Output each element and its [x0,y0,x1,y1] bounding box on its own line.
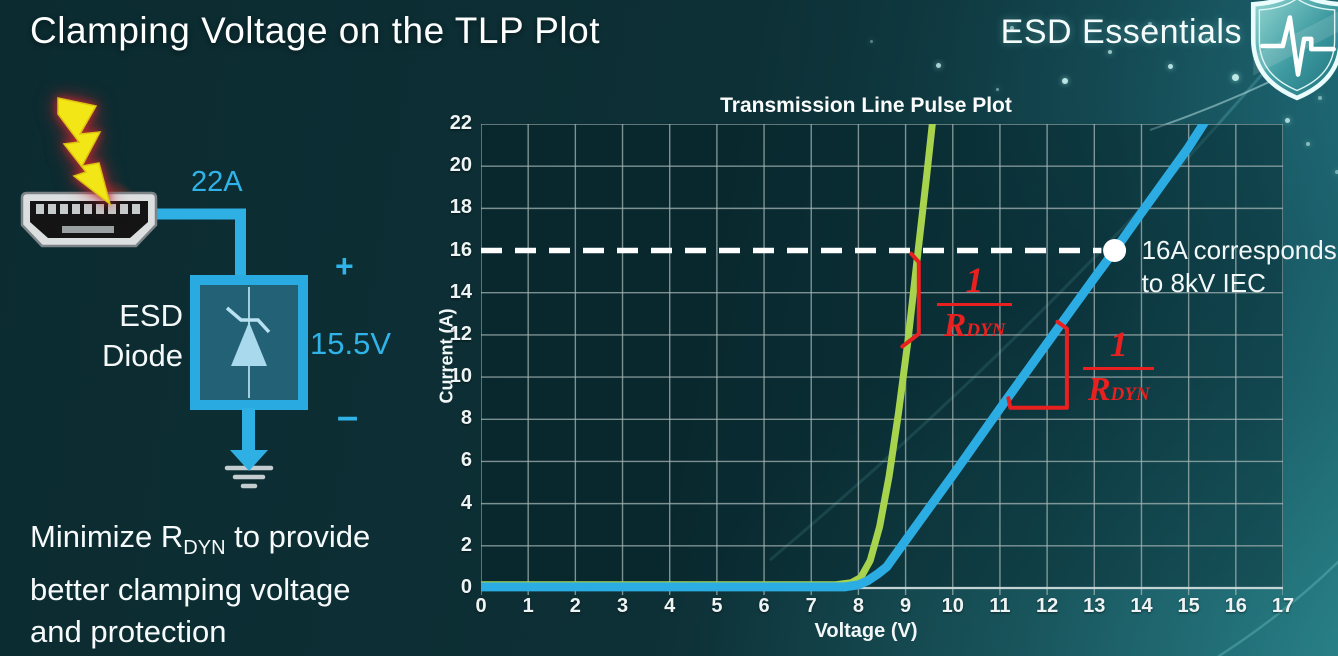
x-tick-label: 3 [616,595,629,617]
y-tick-label: 6 [460,449,472,472]
hdmi-connector-icon [20,191,158,248]
y-tick-label: 16 [449,238,472,261]
particle-dot [996,88,999,91]
note-rdyn-subscript: DYN [183,537,226,560]
marker-annotation-line2: to 8kV IEC [1141,267,1266,298]
surge-wire [150,208,246,278]
particle-dot [1232,74,1239,81]
x-tick-label: 14 [1130,595,1153,617]
chart-title: Transmission Line Pulse Plot [720,94,1012,117]
lightning-icon [57,97,112,206]
y-tick-label: 12 [449,322,472,345]
particle-dot [1108,50,1112,54]
particle-dot [1285,118,1290,123]
particle-dot [936,63,941,68]
marker-dot [1103,239,1127,263]
note-line3: and protection [30,614,227,650]
x-tick-label: 13 [1083,595,1106,617]
esd-shield-logo-icon [1250,0,1338,101]
x-tick-label: 2 [569,595,581,617]
y-tick-label: 18 [449,196,472,219]
slope-bracket [900,251,921,349]
particle-dot [1062,78,1068,84]
x-tick-label: 0 [475,595,487,617]
x-tick-label: 12 [1035,595,1059,617]
note-line1: Minimize R [30,519,184,554]
y-tick-label: 8 [460,407,472,430]
curve-high-rdyn-device-blue [481,124,1209,592]
fraction-numerator: 1 [1109,323,1128,364]
brand-name: ESD Essentials [1000,13,1242,51]
particle-dot [1010,26,1014,30]
fraction-denominator: RDYN [1083,366,1155,415]
esd-diode-label-line1: ESD [119,298,183,333]
ground-arrow [230,408,268,471]
particle-dot [1148,22,1152,26]
x-tick-label: 17 [1271,595,1295,617]
x-tick-label: 16 [1224,595,1247,617]
y-tick-label: 4 [460,491,472,514]
fraction-numerator: 1 [965,260,984,301]
x-tick-label: 7 [805,595,817,617]
minus-label: – [337,396,359,438]
esd-circuit-diagram [20,97,308,489]
plus-label: + [335,248,354,284]
marker-annotation: 16A corresponds to 8kV IEC [1142,234,1337,300]
x-tick-label: 9 [900,595,912,617]
page-title: Clamping Voltage on the TLP Plot [30,10,601,51]
x-tick-label: 4 [664,595,676,617]
particle-dot [870,40,873,43]
esd-diode-label-line2: Diode [102,338,183,373]
note-line1-post: to provide [225,519,371,554]
rdyn-fraction-green: 1 RDYN [937,258,1012,351]
y-tick-label: 20 [449,154,472,177]
esd-diode-box [190,275,308,410]
x-tick-label: 1 [522,595,534,617]
marker-annotation-line1: 16A corresponds [1141,234,1337,265]
rdyn-fraction-blue: 1 RDYN [1083,322,1155,415]
particle-dot [1168,64,1173,69]
esd-diode-label: ESD Diode [60,296,183,376]
tlp-plot [481,124,1283,595]
rdyn-r: R [943,307,967,345]
rdyn-sub: DYN [966,320,1006,342]
diode-symbol [225,287,271,398]
y-tick-label: 14 [449,280,472,303]
y-tick-label: 10 [449,365,472,388]
fraction-denominator: RDYN [937,303,1012,351]
particle-dot [1205,38,1209,42]
takeaway-note: Minimize RDYN to provide better clamping… [30,516,370,653]
rdyn-sub: DYN [1110,383,1150,405]
x-tick-label: 10 [941,595,964,617]
x-tick-label: 5 [711,595,723,617]
x-tick-label: 15 [1177,595,1200,617]
note-line2: better clamping voltage [30,572,351,608]
particle-dot [1306,142,1310,146]
y-tick-label: 22 [449,112,472,134]
x-tick-label: 11 [989,595,1011,617]
x-tick-label: 6 [758,595,770,617]
particle-dot [1318,96,1322,100]
clamp-voltage-label: 15.5V [310,326,392,361]
surge-current-label: 22A [191,166,243,198]
y-tick-label: 2 [460,533,472,556]
particle-dot [1335,170,1338,174]
rdyn-r: R [1087,370,1111,408]
y-tick-label: 0 [460,576,472,598]
x-tick-label: 8 [852,595,864,617]
slope-bracket [1006,319,1069,410]
x-axis-title: Voltage (V) [814,620,918,642]
